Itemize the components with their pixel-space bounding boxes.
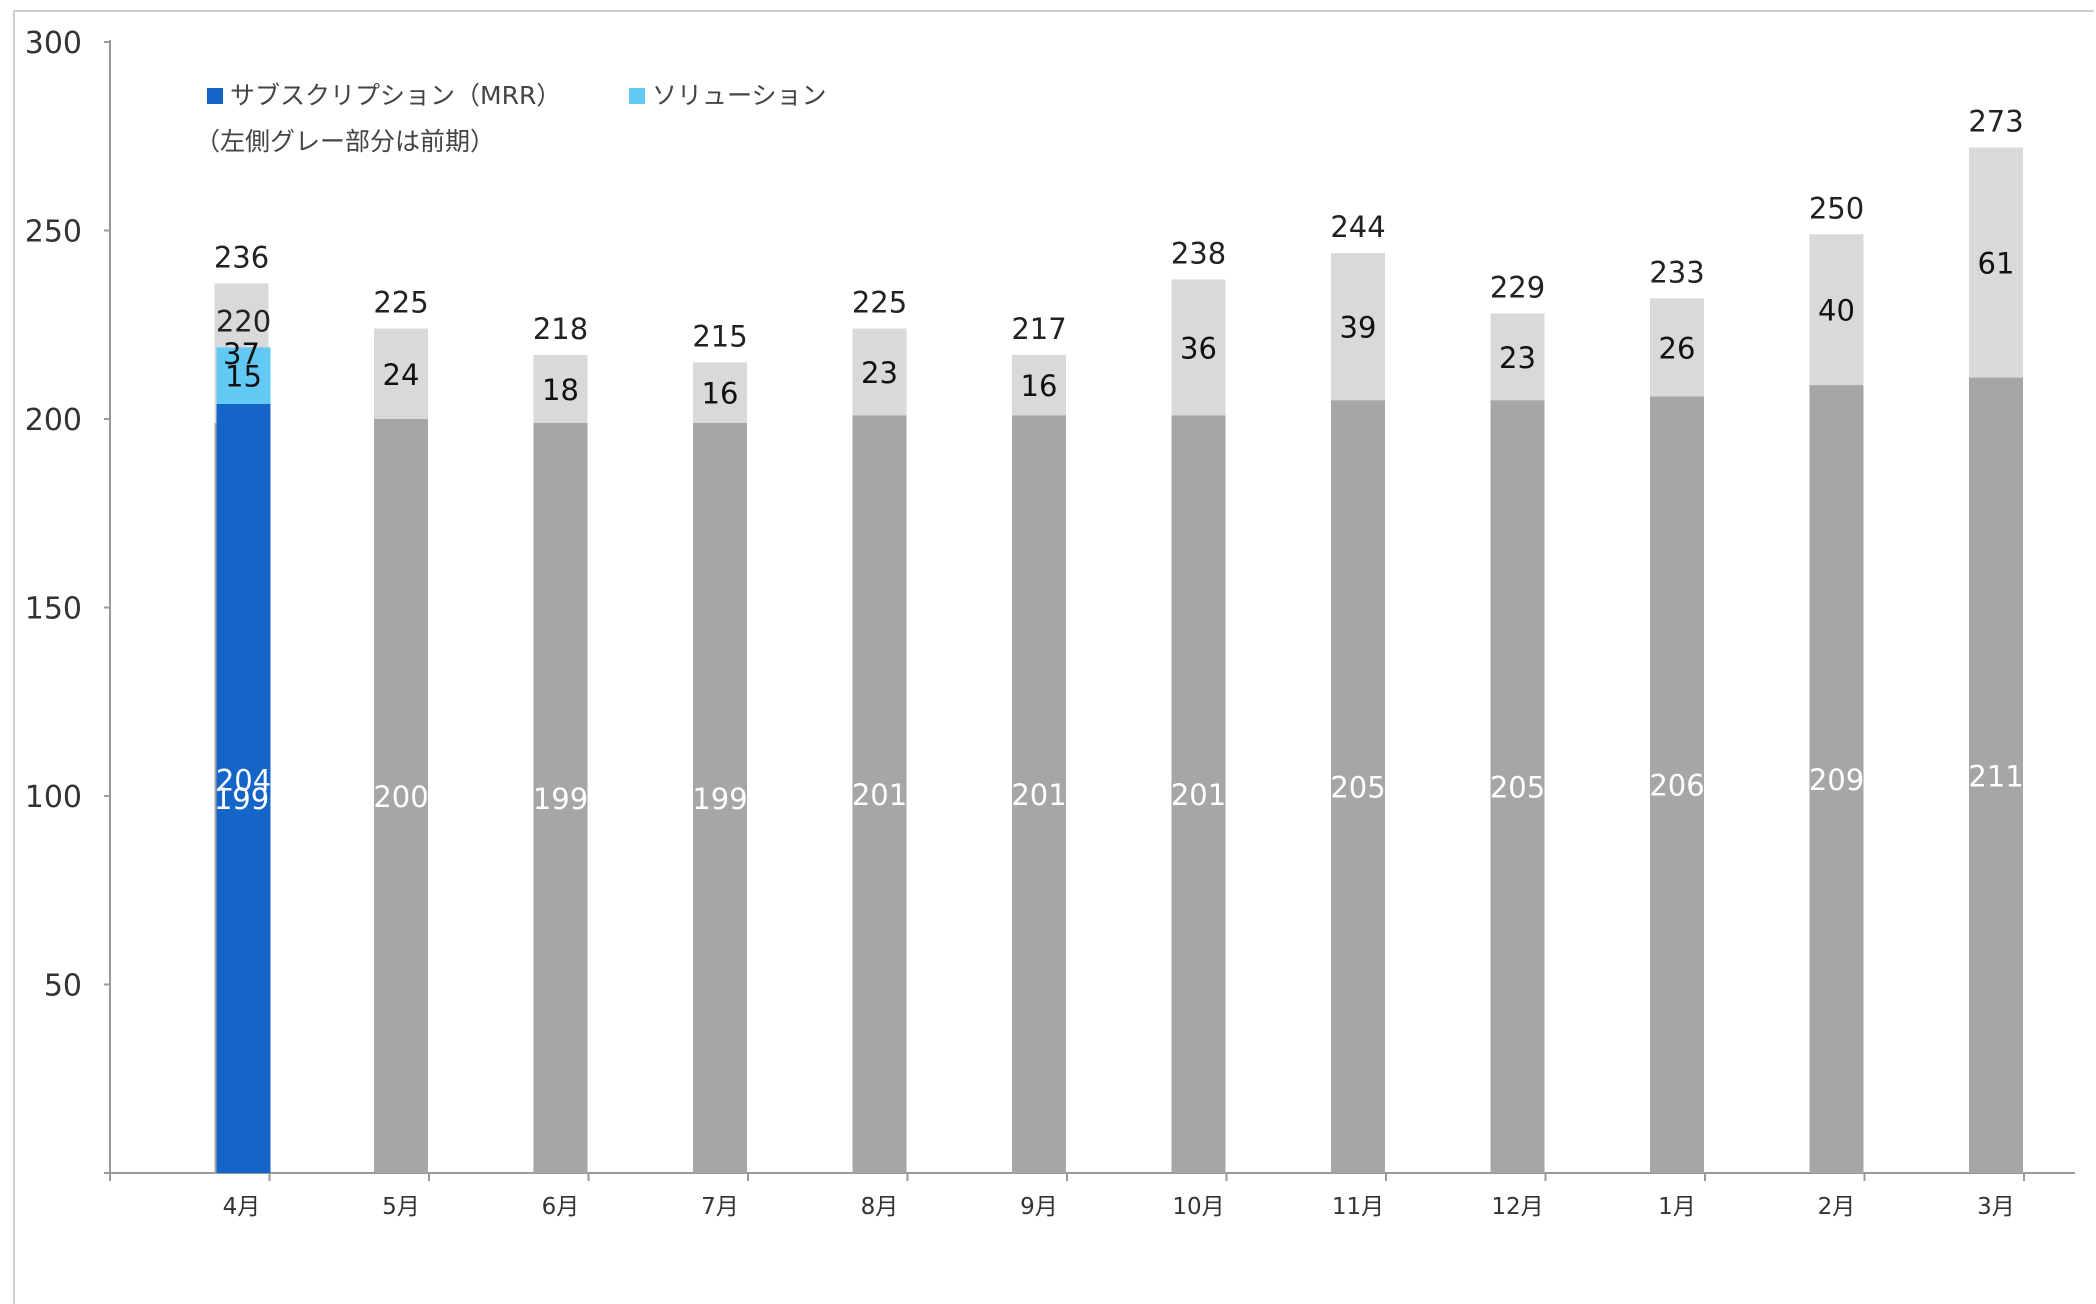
prev-total-label: 250 — [1809, 191, 1864, 225]
x-tick-label: 10月 — [1172, 1194, 1224, 1220]
x-tick-label: 12月 — [1491, 1194, 1543, 1220]
prev-top-label: 61 — [1978, 247, 2015, 281]
prev-base-bar — [1969, 377, 2023, 1173]
x-tick-label: 7月 — [701, 1194, 739, 1220]
prev-top-bar — [1650, 298, 1704, 397]
prev-top-label: 16 — [1021, 369, 1058, 403]
prev-top-bar — [533, 354, 588, 423]
prev-base-bar — [1650, 396, 1704, 1173]
prev-top-bar — [1809, 234, 1864, 386]
prev-top-label: 18 — [542, 373, 579, 407]
subscription-label: 204 — [216, 763, 271, 797]
prev-top-label: 40 — [1818, 294, 1855, 328]
prev-top-label: 23 — [861, 356, 898, 390]
prev-top-bar — [852, 328, 907, 416]
prev-base-label: 199 — [692, 782, 747, 816]
prev-base-bar — [1809, 385, 1864, 1173]
y-tick-label: 150 — [25, 592, 82, 627]
prev-top-label: 24 — [383, 358, 420, 392]
x-tick-label: 2月 — [1818, 1194, 1856, 1220]
prev-total-label: 236 — [214, 240, 269, 274]
prev-top-bar — [1012, 354, 1066, 416]
prev-base-label: 201 — [1171, 778, 1226, 812]
prev-top-label: 36 — [1180, 331, 1217, 365]
x-tick-label: 9月 — [1020, 1194, 1058, 1220]
prev-top-label: 39 — [1340, 311, 1377, 345]
legend-item-label: ソリューション — [652, 81, 827, 110]
labels: 199 37 236 200 24 225 199 18 218 199 16 215 201 23 225… — [214, 105, 2024, 816]
prev-total-label: 215 — [692, 319, 747, 353]
x-tick-label: 8月 — [861, 1194, 899, 1220]
y-tick-label: 100 — [25, 780, 82, 815]
prev-base-bar — [1171, 415, 1226, 1174]
prev-total-label: 225 — [373, 286, 428, 320]
x-tick-label: 3月 — [1977, 1194, 2015, 1220]
prev-top-label: 37 — [223, 337, 260, 371]
prev-base-label: 199 — [214, 782, 269, 816]
prev-base-bar — [693, 422, 747, 1173]
prev-total-label: 229 — [1490, 270, 1545, 304]
prev-top-bar — [1969, 147, 2023, 378]
prev-total-label: 244 — [1330, 210, 1385, 244]
solution-label: 15 — [225, 360, 262, 394]
axes: 50 100 150 200 250 300 4月 5月 6月 7月 8月 9月 10月 11月 12月 1月… — [25, 26, 2075, 1220]
prev-base-bar — [1012, 415, 1066, 1174]
prev-top-bar — [1171, 279, 1226, 416]
prev-total-label: 218 — [533, 312, 588, 346]
legend-swatch — [207, 88, 223, 104]
prev-total-label: 238 — [1171, 237, 1226, 271]
prev-top-label: 16 — [702, 377, 739, 411]
subscription-bar — [216, 403, 271, 1173]
current-total-label: 220 — [216, 304, 271, 338]
y-tick-label: 300 — [25, 26, 82, 61]
legend: サブスクリプション（MRR） ソリューション （左側グレー部分は前期） — [195, 81, 827, 156]
x-tick-label: 1月 — [1658, 1194, 1696, 1220]
prev-base-bar — [1490, 400, 1545, 1173]
y-tick-label: 50 — [44, 969, 82, 1004]
prev-total-label: 233 — [1649, 255, 1704, 289]
prev-total-label: 273 — [1968, 105, 2023, 139]
x-tick-label: 5月 — [382, 1194, 420, 1220]
prev-base-label: 209 — [1809, 763, 1864, 797]
prev-top-label: 26 — [1659, 331, 1696, 365]
legend-item-label: サブスクリプション（MRR） — [230, 81, 561, 110]
x-tick-label: 6月 — [542, 1194, 580, 1220]
prev-top-bar — [1331, 253, 1385, 401]
y-tick-label: 200 — [25, 403, 82, 438]
chart-frame — [13, 10, 2094, 1304]
x-tick-label: 4月 — [223, 1194, 261, 1220]
prev-top-bar — [693, 362, 747, 423]
prev-base-bar — [533, 422, 588, 1173]
bars — [214, 147, 2023, 1174]
prev-base-bar — [374, 419, 428, 1173]
prev-base-bar — [852, 415, 907, 1174]
prev-base-label: 205 — [1490, 771, 1545, 805]
prev-total-label: 225 — [852, 286, 907, 320]
prev-top-bar — [374, 328, 428, 419]
prev-total-label: 217 — [1011, 312, 1066, 346]
prev-base-label: 206 — [1649, 769, 1704, 803]
prev-base-label: 205 — [1330, 771, 1385, 805]
prev-base-label: 199 — [533, 782, 588, 816]
prev-base-label: 201 — [852, 778, 907, 812]
legend-swatch — [629, 88, 645, 104]
prev-base-label: 200 — [373, 780, 428, 814]
prev-base-bar — [1331, 400, 1385, 1173]
prev-top-bar — [1490, 313, 1545, 401]
prev-base-label: 201 — [1011, 778, 1066, 812]
y-tick-label: 250 — [25, 215, 82, 250]
period-note: （左側グレー部分は前期） — [195, 127, 495, 156]
x-tick-label: 11月 — [1332, 1194, 1384, 1220]
prev-base-label: 211 — [1968, 759, 2023, 793]
prev-top-label: 23 — [1499, 341, 1536, 375]
solution-bar — [216, 347, 271, 404]
